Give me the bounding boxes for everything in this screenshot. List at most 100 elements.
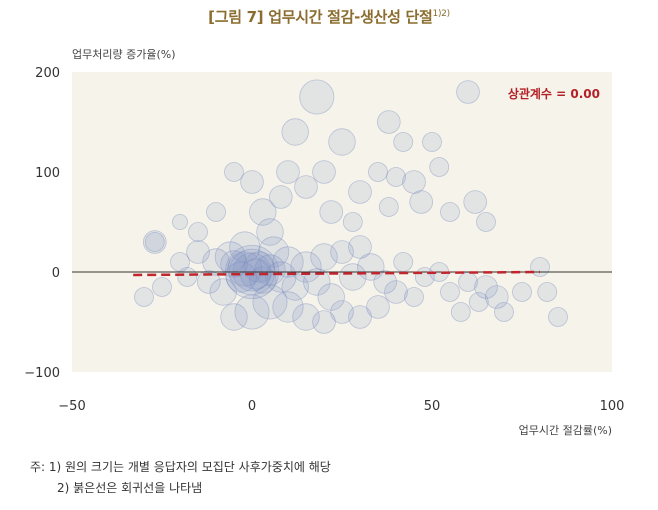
data-point bbox=[440, 202, 460, 222]
y-tick-label: −100 bbox=[24, 366, 60, 381]
data-point bbox=[144, 232, 165, 252]
chart-title-text: [그림 7] 업무시간 절감-생산성 단절 bbox=[208, 8, 433, 26]
data-point bbox=[209, 278, 237, 306]
data-point bbox=[234, 294, 270, 330]
data-point bbox=[143, 230, 167, 254]
y-axis-label: 업무처리량 증가율(%) bbox=[72, 48, 176, 61]
x-tick-label: 0 bbox=[248, 399, 256, 414]
data-point bbox=[202, 248, 230, 276]
data-point bbox=[220, 303, 248, 331]
data-point bbox=[170, 252, 190, 272]
data-point bbox=[404, 287, 424, 307]
chart-title-superscript: 1)2) bbox=[432, 9, 451, 19]
data-point bbox=[484, 285, 509, 309]
y-tick-label: 100 bbox=[35, 166, 60, 181]
data-point bbox=[429, 157, 450, 177]
data-point bbox=[188, 222, 208, 242]
footnote-2: 2) 붉은선은 회귀선을 나타냄 bbox=[57, 481, 203, 495]
data-point bbox=[171, 213, 188, 230]
data-point bbox=[440, 282, 460, 302]
data-point bbox=[476, 212, 496, 232]
data-point bbox=[463, 190, 488, 214]
footnote-1: 주: 1) 원의 크기는 개별 응답자의 모집단 사후가중치에 해당 bbox=[30, 460, 331, 474]
data-point bbox=[512, 282, 532, 302]
data-point bbox=[348, 180, 372, 204]
data-point bbox=[402, 170, 426, 194]
data-point bbox=[240, 258, 272, 290]
data-point bbox=[312, 310, 336, 334]
data-point bbox=[376, 110, 401, 134]
data-point bbox=[224, 162, 244, 182]
data-point bbox=[342, 212, 363, 232]
data-point bbox=[330, 240, 354, 264]
data-point bbox=[186, 240, 210, 264]
data-point bbox=[474, 275, 498, 299]
data-point bbox=[348, 305, 372, 329]
data-point bbox=[422, 132, 442, 152]
data-point bbox=[368, 162, 388, 182]
data-point bbox=[537, 282, 558, 302]
data-point bbox=[393, 252, 414, 272]
plot-background bbox=[72, 72, 612, 372]
data-point bbox=[330, 300, 354, 324]
data-point bbox=[257, 236, 290, 268]
y-tick-label: 200 bbox=[35, 66, 60, 81]
data-point bbox=[292, 303, 320, 331]
data-point bbox=[290, 251, 322, 283]
data-point bbox=[328, 128, 356, 156]
data-point bbox=[384, 280, 408, 304]
data-point bbox=[378, 197, 399, 217]
correlation-annotation: 상관계수 = 0.00 bbox=[508, 86, 600, 101]
x-axis-label: 업무시간 절감률(%) bbox=[519, 424, 612, 437]
tick-layer: −100 0 100 200 −50 0 50 100 bbox=[24, 66, 624, 414]
data-point bbox=[409, 190, 434, 214]
x-tick-label: 100 bbox=[600, 399, 625, 414]
x-tick-label: 50 bbox=[424, 399, 441, 414]
data-point bbox=[373, 270, 398, 294]
data-point bbox=[268, 185, 293, 209]
data-point bbox=[249, 266, 277, 294]
data-point bbox=[252, 284, 288, 320]
data-point bbox=[310, 243, 338, 271]
data-point bbox=[256, 218, 284, 246]
data-point bbox=[197, 270, 221, 294]
data-point bbox=[272, 291, 304, 323]
data-point bbox=[134, 287, 154, 307]
data-point bbox=[272, 246, 304, 278]
data-point bbox=[530, 257, 550, 277]
data-point bbox=[548, 307, 568, 327]
data-point bbox=[339, 263, 367, 291]
data-point bbox=[303, 268, 331, 296]
data-point bbox=[152, 277, 172, 297]
data-point bbox=[220, 250, 248, 278]
data-point bbox=[312, 160, 336, 184]
data-point bbox=[294, 175, 318, 199]
data-point bbox=[317, 283, 345, 311]
data-point bbox=[386, 167, 406, 187]
data-point bbox=[206, 202, 226, 222]
data-point bbox=[299, 79, 335, 115]
data-point bbox=[240, 170, 264, 194]
data-point bbox=[393, 132, 414, 152]
data-point bbox=[249, 198, 277, 226]
data-point bbox=[450, 302, 471, 322]
data-point bbox=[366, 295, 390, 319]
data-point bbox=[276, 160, 300, 184]
data-point bbox=[494, 302, 514, 322]
data-point bbox=[265, 261, 297, 293]
y-tick-label: 0 bbox=[52, 266, 60, 281]
chart-title: [그림 7] 업무시간 절감-생산성 단절1)2) bbox=[0, 6, 658, 27]
data-point bbox=[225, 261, 257, 293]
regression-line bbox=[133, 270, 541, 277]
data-point bbox=[319, 200, 344, 224]
data-point bbox=[456, 80, 480, 104]
x-tick-label: −50 bbox=[58, 399, 85, 414]
data-point bbox=[281, 118, 309, 146]
data-point bbox=[227, 251, 263, 287]
data-point bbox=[229, 231, 261, 263]
data-point bbox=[214, 241, 246, 273]
data-point bbox=[348, 235, 372, 259]
data-point bbox=[468, 292, 489, 312]
data-point bbox=[254, 254, 286, 286]
